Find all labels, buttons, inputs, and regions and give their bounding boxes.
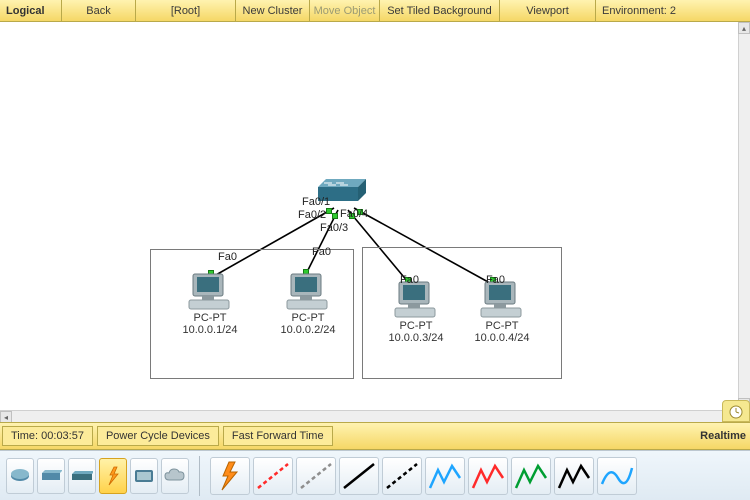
pc-type-label: PC-PT [178, 312, 242, 324]
root-button[interactable]: [Root] [136, 0, 236, 21]
cable-type-button[interactable] [210, 457, 250, 495]
realtime-label[interactable]: Realtime [700, 430, 750, 442]
new-cluster-button[interactable]: New Cluster [236, 0, 310, 21]
device-router-icon[interactable] [6, 458, 34, 494]
pc-type-label: PC-PT [276, 312, 340, 324]
device-type-group [6, 458, 189, 494]
cable-type-button[interactable] [382, 457, 422, 495]
cable-type-button[interactable] [554, 457, 594, 495]
status-bar: Time: 00:03:57 Power Cycle Devices Fast … [0, 422, 750, 450]
device-connections-icon[interactable] [99, 458, 127, 494]
pc-device[interactable]: PC-PT 10.0.0.3/24 [384, 280, 448, 344]
move-object-button[interactable]: Move Object [310, 0, 380, 21]
pc-type-label: PC-PT [384, 320, 448, 332]
device-switch-icon[interactable] [37, 458, 65, 494]
pc-port-label: Fa0 [400, 274, 419, 286]
pc-port-label: Fa0 [486, 274, 505, 286]
pc-type-label: PC-PT [470, 320, 534, 332]
vertical-scrollbar[interactable] [738, 22, 750, 410]
pc-ip-label: 10.0.0.4/24 [470, 332, 534, 344]
switch-port-label: Fa0/3 [320, 222, 348, 234]
device-cloud-icon[interactable] [161, 458, 189, 494]
pc-port-label: Fa0 [218, 251, 237, 263]
power-cycle-button[interactable]: Power Cycle Devices [97, 426, 219, 446]
workspace-canvas[interactable]: Fa0/1Fa0/2Fa0/3 Fa0/4 PC-PT 10.0.0.1/24 Fa… [0, 22, 738, 410]
top-toolbar: Logical Back [Root] New Cluster Move Obj… [0, 0, 750, 22]
time-display: Time: 00:03:57 [2, 426, 93, 446]
pc-ip-label: 10.0.0.3/24 [384, 332, 448, 344]
horizontal-scrollbar[interactable]: ◂ ▸ [0, 410, 738, 422]
device-hub-icon[interactable] [68, 458, 96, 494]
fast-forward-button[interactable]: Fast Forward Time [223, 426, 333, 446]
toolbar-divider [199, 456, 200, 496]
cable-type-button[interactable] [253, 457, 293, 495]
cable-type-button[interactable] [296, 457, 336, 495]
pc-device[interactable]: PC-PT 10.0.0.2/24 [276, 272, 340, 336]
cable-type-button[interactable] [511, 457, 551, 495]
cable-type-button[interactable] [339, 457, 379, 495]
cable-type-button[interactable] [468, 457, 508, 495]
scroll-up-button[interactable]: ▴ [738, 22, 750, 34]
pc-device[interactable]: PC-PT 10.0.0.4/24 [470, 280, 534, 344]
tab-logical[interactable]: Logical [0, 0, 62, 21]
link-status-dot [332, 213, 338, 219]
device-toolbar [0, 450, 750, 500]
cable-type-button[interactable] [597, 457, 637, 495]
pc-ip-label: 10.0.0.2/24 [276, 324, 340, 336]
pc-ip-label: 10.0.0.1/24 [178, 324, 242, 336]
cable-type-group [210, 457, 637, 495]
viewport-button[interactable]: Viewport [500, 0, 596, 21]
pc-port-label: Fa0 [312, 246, 331, 258]
device-wan-icon[interactable] [130, 458, 158, 494]
switch-port-label: Fa0/4 [340, 208, 368, 220]
set-tiled-background-button[interactable]: Set Tiled Background [380, 0, 500, 21]
realtime-clock-icon[interactable] [722, 400, 750, 422]
environment-button[interactable]: Environment: 2 [596, 0, 750, 21]
switch-port-label: Fa0/1 [302, 196, 330, 208]
back-button[interactable]: Back [62, 0, 136, 21]
pc-device[interactable]: PC-PT 10.0.0.1/24 [178, 272, 242, 336]
cable-type-button[interactable] [425, 457, 465, 495]
switch-port-label: Fa0/2 [298, 209, 326, 221]
